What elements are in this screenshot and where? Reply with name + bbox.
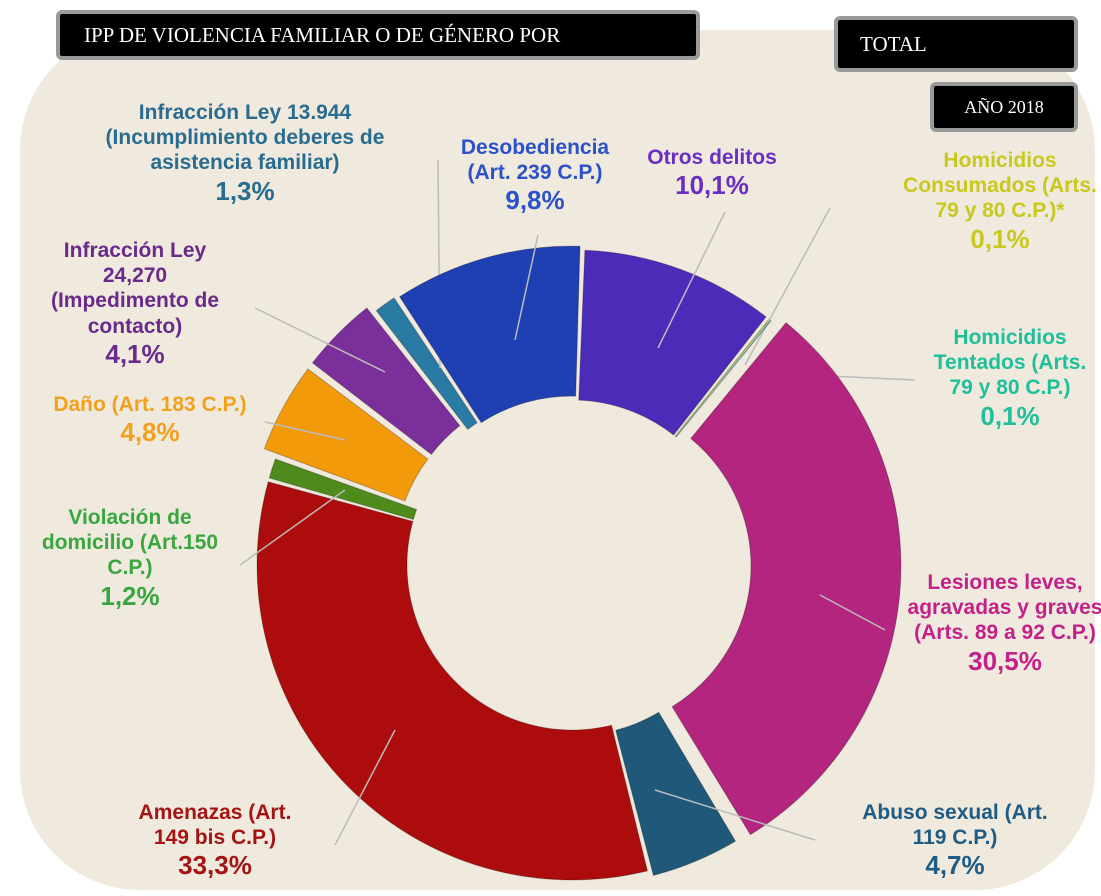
slice	[375, 297, 478, 431]
year: AÑO 2018	[964, 96, 1044, 117]
scope-box: TOTAL	[834, 16, 1078, 72]
value-label: 1,2%	[100, 580, 160, 611]
slice-label: Homicidios Tentados (Arts. 79 y 80 C.P.)…	[925, 325, 1095, 432]
value-label: 9,8%	[505, 185, 565, 216]
slice-label: Violación de domicilio (Art.150 C.P.) 1,2…	[30, 505, 230, 612]
category-name: Homicidios Consumados (Arts. 79 y 80 C.P…	[903, 149, 1097, 223]
category-name: Lesiones leves, agravadas y graves (Arts…	[907, 571, 1101, 645]
slice	[268, 458, 418, 521]
title-box: IPP DE VIOLENCIA FAMILIAR O DE GÉNERO PO…	[56, 10, 700, 60]
leader-line	[819, 594, 886, 631]
slice	[671, 321, 902, 836]
category-name: Daño (Art. 183 C.P.)	[53, 393, 247, 416]
slice	[256, 481, 649, 881]
value-label: 33,3%	[178, 850, 252, 881]
slice	[578, 249, 767, 436]
leader-line	[514, 234, 539, 341]
category-name: Otros delitos	[647, 146, 777, 169]
slice	[615, 711, 737, 877]
value-label: 30,5%	[968, 645, 1042, 676]
category-name: Infracción Ley 24,270 (Impedimento de co…	[50, 239, 219, 338]
slice	[398, 245, 581, 424]
year-box: AÑO 2018	[930, 82, 1078, 132]
leader-line	[744, 207, 831, 366]
slice	[675, 319, 772, 438]
value-label: 4,1%	[105, 338, 165, 369]
slice-label: Amenazas (Art. 149 bis C.P.) 33,3%	[120, 800, 310, 882]
slice-label: Desobediencia (Art. 239 C.P.) 9,8%	[440, 135, 630, 217]
leader-line	[254, 307, 386, 373]
leader-line	[654, 789, 816, 841]
slice-label: Lesiones leves, agravadas y graves (Arts…	[905, 570, 1101, 677]
leader-line	[657, 211, 726, 349]
value-label: 0,1%	[980, 400, 1040, 431]
leader-line	[334, 729, 396, 846]
value-label: 0,1%	[970, 223, 1030, 254]
category-name: Desobediencia (Art. 239 C.P.)	[460, 136, 610, 185]
slice-label: Abuso sexual (Art. 119 C.P.) 4,7%	[855, 800, 1055, 882]
category-name: Amenazas (Art. 149 bis C.P.)	[138, 801, 292, 850]
slice-label: Otros delitos 10,1%	[627, 145, 797, 201]
slice-label: Homicidios Consumados (Arts. 79 y 80 C.P…	[900, 148, 1100, 255]
slice-label: Infracción Ley 24,270 (Impedimento de co…	[50, 238, 220, 370]
category-name: Homicidios Tentados (Arts. 79 y 80 C.P.)	[933, 326, 1087, 400]
category-name: Abuso sexual (Art. 119 C.P.)	[862, 801, 1048, 850]
title: IPP DE VIOLENCIA FAMILIAR O DE GÉNERO PO…	[84, 22, 561, 47]
value-label: 10,1%	[675, 170, 749, 201]
value-label: 1,3%	[215, 175, 275, 206]
scope: TOTAL	[860, 31, 927, 56]
slice-label: Daño (Art. 183 C.P.) 4,8%	[25, 392, 275, 448]
leader-line	[264, 421, 346, 441]
category-name: Violación de domicilio (Art.150 C.P.)	[41, 506, 219, 580]
slice-label: Infracción Ley 13.944 (Incumplimiento de…	[70, 100, 420, 207]
category-name: Infracción Ley 13.944 (Incumplimiento de…	[105, 101, 385, 175]
leader-line	[239, 489, 346, 566]
value-label: 4,7%	[925, 850, 985, 881]
value-label: 4,8%	[120, 417, 180, 448]
slice	[311, 307, 461, 456]
